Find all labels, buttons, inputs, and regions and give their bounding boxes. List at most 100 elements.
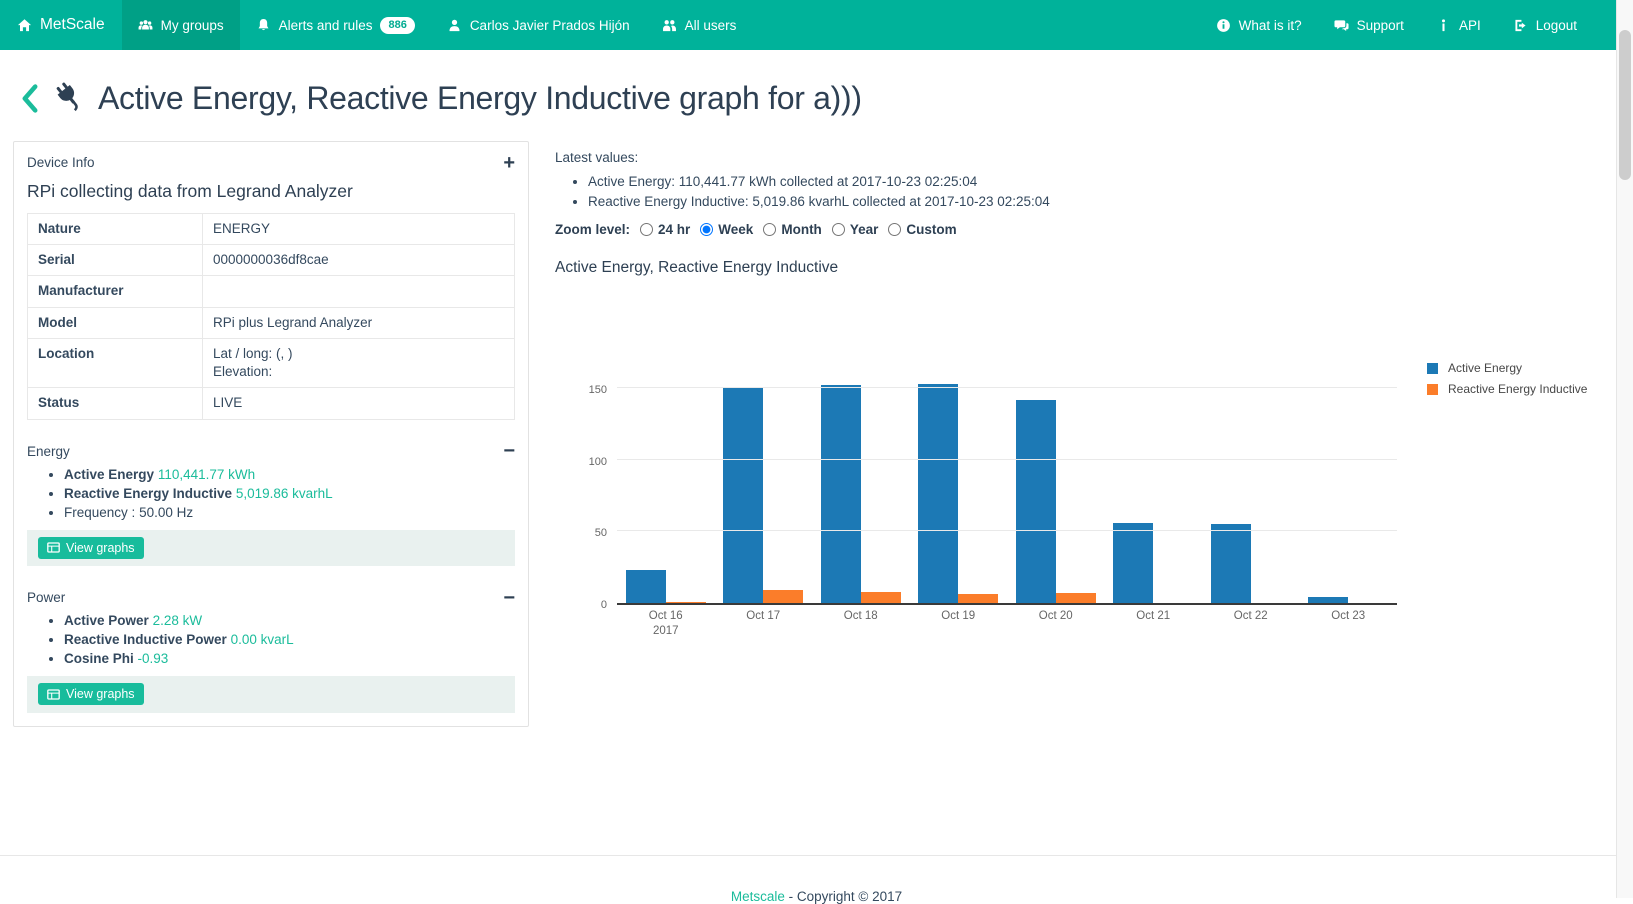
users-icon [138, 18, 153, 33]
y-tick-label: 0 [601, 599, 607, 611]
zoom-radio-24-hr[interactable]: 24 hr [640, 222, 690, 237]
latest-value-item: Active Energy: 110,441.77 kWh collected … [588, 174, 1633, 189]
value-label: Frequency : [64, 505, 135, 520]
value-label: Cosine Phi [64, 651, 134, 666]
table-row: Manufacturer [28, 276, 515, 307]
section-header: Energy− [27, 444, 515, 459]
nav-item-label: Logout [1536, 18, 1577, 33]
legend-label: Active Energy [1448, 361, 1522, 375]
nav-item-carlos-javier-prados-hij-n[interactable]: Carlos Javier Prados Hijón [431, 0, 646, 50]
device-row-label: Manufacturer [28, 276, 203, 307]
collapse-icon[interactable]: − [503, 445, 515, 457]
device-row-label: Serial [28, 245, 203, 276]
chart-plot-area: Oct 162017Oct 17Oct 18Oct 19Oct 20Oct 21… [617, 340, 1397, 605]
zoom-radio-month[interactable]: Month [763, 222, 821, 237]
legend-swatch [1427, 384, 1438, 395]
table-icon [47, 541, 60, 554]
y-tick-label: 50 [595, 527, 607, 539]
zoom-radio-year[interactable]: Year [832, 222, 879, 237]
value-link[interactable]: -0.93 [138, 651, 169, 666]
nav-item-label: What is it? [1239, 18, 1302, 33]
device-row-label: Location [28, 338, 203, 387]
nav-item-label: Alerts and rules [279, 18, 373, 33]
zoom-radio-input-week[interactable] [700, 223, 713, 236]
bar-group: Oct 21 [1105, 340, 1203, 603]
latest-value-item: Reactive Energy Inductive: 5,019.86 kvar… [588, 194, 1633, 209]
value-link[interactable]: 2.28 kW [153, 613, 203, 628]
zoom-level-row: Zoom level: 24 hrWeekMonthYearCustom [555, 222, 1633, 237]
device-info-panel: Device Info + RPi collecting data from L… [13, 141, 529, 727]
list-item: Active Energy 110,441.77 kWh [64, 467, 515, 482]
value-link[interactable]: 0.00 kvarL [231, 632, 294, 647]
zoom-radio-custom[interactable]: Custom [888, 222, 956, 237]
list-item: Active Power 2.28 kW [64, 613, 515, 628]
scrollbar-thumb[interactable] [1619, 30, 1631, 180]
zoom-radio-label: Custom [906, 222, 956, 237]
view-graphs-button[interactable]: View graphs [38, 537, 144, 559]
footer-copyright: - Copyright © 2017 [785, 889, 902, 904]
value-link[interactable]: 5,019.86 kvarhL [236, 486, 333, 501]
nav-item-label: Carlos Javier Prados Hijón [470, 18, 630, 33]
bar-group: Oct 18 [812, 340, 910, 603]
bar-group: Oct 23 [1300, 340, 1398, 603]
footer: Metscale - Copyright © 2017 [0, 855, 1633, 904]
device-row-value: 0000000036df8cae [203, 245, 515, 276]
device-row-label: Nature [28, 214, 203, 245]
nav-item-logout[interactable]: Logout [1497, 0, 1593, 50]
value-label: Reactive Energy Inductive [64, 486, 232, 501]
gridline [617, 459, 1397, 460]
nav-item-my-groups[interactable]: My groups [122, 0, 240, 50]
y-tick-label: 100 [589, 456, 607, 468]
bar-reactive-energy-inductive [666, 602, 706, 603]
expand-icon[interactable]: + [503, 157, 515, 169]
zoom-radio-input-24-hr[interactable] [640, 223, 653, 236]
scrollbar-track[interactable] [1616, 0, 1633, 898]
zoom-radio-label: Month [781, 222, 821, 237]
x-tick-label: Oct 21 [1105, 609, 1203, 624]
page-header: Active Energy, Reactive Energy Inductive… [0, 50, 1633, 141]
list-item: Reactive Energy Inductive 5,019.86 kvarh… [64, 486, 515, 501]
bar-active-energy [1211, 524, 1251, 603]
alerts-count-badge: 886 [380, 17, 414, 34]
footer-brand-link[interactable]: Metscale [731, 889, 785, 904]
zoom-radio-input-custom[interactable] [888, 223, 901, 236]
button-strip: View graphs [27, 530, 515, 567]
navbar-left: MetScale My groups Alerts and rules 886 Car… [0, 0, 752, 50]
brand[interactable]: MetScale [0, 0, 122, 50]
back-chevron-icon[interactable] [20, 84, 39, 113]
bar-reactive-energy-inductive [763, 590, 803, 603]
section-energy: Energy− Active Energy 110,441.77 kWh React… [27, 444, 515, 567]
zoom-radio-input-month[interactable] [763, 223, 776, 236]
zoom-radio-week[interactable]: Week [700, 222, 753, 237]
people-icon [662, 18, 677, 33]
view-graphs-button[interactable]: View graphs [38, 683, 144, 705]
list-item: Cosine Phi -0.93 [64, 651, 515, 666]
nav-item-label: All users [685, 18, 737, 33]
zoom-radio-input-year[interactable] [832, 223, 845, 236]
bar-active-energy [723, 387, 763, 603]
bar-group: Oct 19 [910, 340, 1008, 603]
nav-item-all-users[interactable]: All users [646, 0, 753, 50]
bar-reactive-energy-inductive [861, 592, 901, 603]
value-label: Active Energy [64, 467, 154, 482]
bar-group: Oct 17 [715, 340, 813, 603]
nav-item-api[interactable]: API [1420, 0, 1497, 50]
bar-group: Oct 22 [1202, 340, 1300, 603]
nav-item-what-is-it[interactable]: What is it? [1200, 0, 1318, 50]
zoom-radio-label: Year [850, 222, 879, 237]
view-graphs-label: View graphs [66, 541, 135, 555]
latest-values-list: Active Energy: 110,441.77 kWh collected … [555, 174, 1633, 209]
device-row-value [203, 276, 515, 307]
device-row-label: Status [28, 388, 203, 419]
section-value-list: Active Energy 110,441.77 kWh Reactive Ene… [27, 467, 515, 520]
nav-item-support[interactable]: Support [1318, 0, 1420, 50]
bar-reactive-energy-inductive [1056, 593, 1096, 603]
collapse-icon[interactable]: − [503, 592, 515, 604]
list-item: Frequency : 50.00 Hz [64, 505, 515, 520]
value-link[interactable]: 110,441.77 kWh [158, 467, 255, 482]
section-power: Power−Active Power 2.28 kWReactive Induc… [27, 590, 515, 713]
nav-item-alerts-and-rules[interactable]: Alerts and rules 886 [240, 0, 431, 50]
logout-icon [1513, 18, 1528, 33]
bar-active-energy [1308, 597, 1348, 603]
chart-title: Active Energy, Reactive Energy Inductive [555, 259, 1633, 277]
